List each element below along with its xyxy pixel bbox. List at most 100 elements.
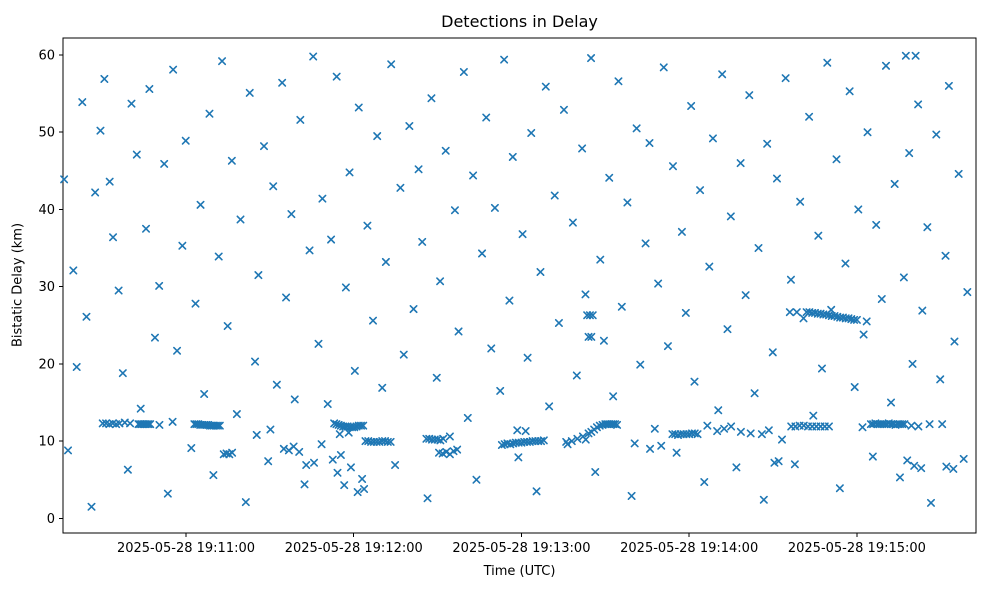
- data-point-marker: [409, 305, 418, 314]
- data-point-marker: [630, 439, 639, 448]
- data-point-marker: [472, 475, 481, 484]
- data-point-marker: [539, 436, 548, 445]
- data-point-marker: [100, 74, 109, 83]
- axes-box: [62, 37, 977, 534]
- data-point-marker: [727, 422, 736, 431]
- data-point-marker: [335, 430, 344, 439]
- data-point-marker: [781, 74, 790, 83]
- data-point-marker: [573, 434, 582, 443]
- data-point-marker: [581, 435, 590, 444]
- data-point-marker: [358, 474, 367, 483]
- data-point-marker: [442, 447, 451, 456]
- data-point-marker: [862, 317, 871, 326]
- data-point-marker: [572, 371, 581, 380]
- data-point-marker: [585, 311, 594, 320]
- data-point-marker: [209, 471, 218, 480]
- data-point-marker: [309, 52, 318, 61]
- data-point-marker: [877, 295, 886, 304]
- data-point-marker: [817, 364, 826, 373]
- data-point-marker: [114, 286, 123, 295]
- data-point-marker: [218, 57, 227, 66]
- data-point-marker: [334, 420, 343, 429]
- data-point-marker: [142, 224, 151, 233]
- data-point-marker: [318, 194, 327, 203]
- data-point-marker: [82, 312, 91, 321]
- data-point-marker: [917, 464, 926, 473]
- data-point-marker: [336, 451, 345, 460]
- data-point-marker: [726, 212, 735, 221]
- data-point-marker: [127, 99, 136, 108]
- data-point-marker: [763, 139, 772, 148]
- data-point-marker: [770, 458, 779, 467]
- data-point-marker: [300, 480, 309, 489]
- data-point-marker: [736, 427, 745, 436]
- data-point-marker: [396, 183, 405, 192]
- data-point-marker: [687, 101, 696, 110]
- data-point-marker: [745, 91, 754, 100]
- data-point-marker: [950, 337, 959, 346]
- data-point-marker: [155, 420, 164, 429]
- data-point-marker: [369, 316, 378, 325]
- data-point-marker: [632, 124, 641, 133]
- data-point-marker: [369, 437, 378, 446]
- data-point-marker: [850, 383, 859, 392]
- data-point-marker: [676, 430, 685, 439]
- data-point-marker: [350, 366, 359, 375]
- data-point-marker: [942, 462, 951, 471]
- data-point-marker: [436, 277, 445, 286]
- data-point-marker: [907, 421, 916, 430]
- data-point-marker: [681, 308, 690, 317]
- data-point-marker: [645, 139, 654, 148]
- data-point-marker: [144, 420, 153, 429]
- data-point-marker: [764, 426, 773, 435]
- y-tick-label: 0: [47, 512, 55, 527]
- data-point-marker: [925, 420, 934, 429]
- data-point-marker: [824, 422, 833, 431]
- data-point-marker: [69, 266, 78, 275]
- data-point-marker: [441, 146, 450, 155]
- data-point-marker: [954, 169, 963, 178]
- data-point-marker: [527, 128, 536, 137]
- data-point-marker: [887, 398, 896, 407]
- data-point-marker: [690, 377, 699, 386]
- data-point-marker: [254, 271, 263, 280]
- data-point-marker: [623, 198, 632, 207]
- data-point-marker: [679, 430, 688, 439]
- data-point-marker: [305, 246, 314, 255]
- data-point-marker: [469, 171, 478, 180]
- data-point-marker: [205, 109, 214, 118]
- data-point-marker: [251, 357, 260, 366]
- data-point-marker: [654, 279, 663, 288]
- data-point-marker: [241, 498, 250, 507]
- data-point-marker: [944, 81, 953, 90]
- data-point-marker: [854, 205, 863, 214]
- data-point-marker: [746, 429, 755, 438]
- data-point-marker: [463, 413, 472, 422]
- data-point-marker: [963, 288, 972, 297]
- data-point-marker: [713, 427, 722, 436]
- data-point-marker: [373, 132, 382, 141]
- data-point-marker: [657, 441, 666, 450]
- data-point-marker: [809, 411, 818, 420]
- data-point-marker: [899, 273, 908, 282]
- data-point-marker: [450, 206, 459, 215]
- data-point-marker: [659, 63, 668, 72]
- x-axis-label: Time (UTC): [483, 564, 556, 579]
- data-point-marker: [367, 437, 376, 446]
- data-point-marker: [245, 88, 254, 97]
- data-point-marker: [823, 58, 832, 67]
- data-point-marker: [432, 373, 441, 382]
- data-point-marker: [214, 252, 223, 261]
- data-point-marker: [723, 325, 732, 334]
- data-point-marker: [459, 67, 468, 76]
- data-point-marker: [693, 430, 702, 439]
- data-point-marker: [513, 426, 522, 435]
- data-point-marker: [227, 156, 236, 165]
- data-point-marker: [278, 78, 287, 87]
- data-point-marker: [414, 165, 423, 174]
- data-point-marker: [772, 174, 781, 183]
- data-point-marker: [508, 152, 517, 161]
- data-point-marker: [898, 420, 907, 429]
- data-point-marker: [236, 215, 245, 224]
- data-point-marker: [87, 502, 96, 511]
